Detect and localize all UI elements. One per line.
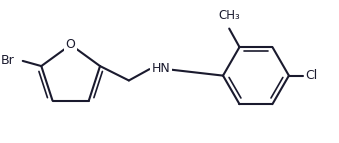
Text: HN: HN (152, 62, 170, 75)
Text: Cl: Cl (305, 69, 318, 82)
Text: CH₃: CH₃ (218, 9, 240, 22)
Text: O: O (66, 38, 76, 51)
Text: Br: Br (1, 54, 15, 67)
